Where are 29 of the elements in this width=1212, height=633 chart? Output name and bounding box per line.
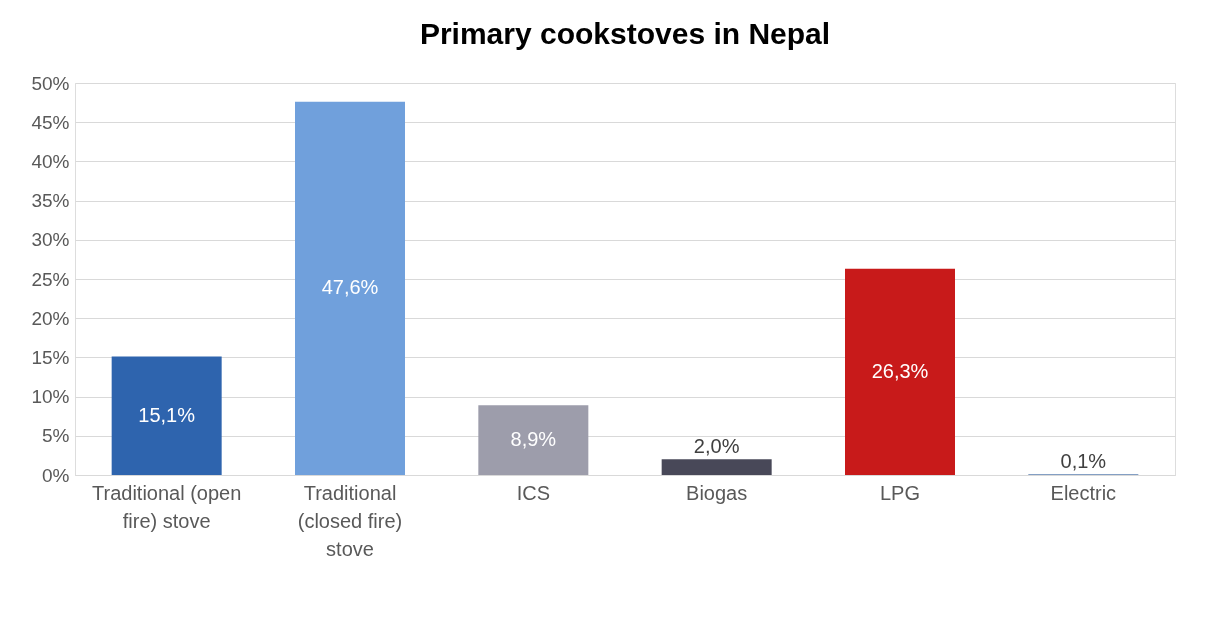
data-label: 26,3% — [871, 359, 929, 382]
y-tick-label: 0% — [42, 464, 70, 486]
data-label: 47,6% — [321, 276, 379, 299]
y-tick-label: 20% — [31, 307, 70, 329]
data-label: 2,0% — [693, 435, 740, 458]
bar — [478, 405, 589, 475]
data-label: 15,1% — [138, 403, 196, 426]
y-tick-label: 50% — [31, 72, 70, 94]
bar — [661, 459, 772, 475]
x-tick-label: Traditional (closed fire) stove — [297, 481, 403, 560]
y-tick-label: 5% — [42, 425, 70, 447]
y-tick-label: 35% — [31, 190, 70, 212]
bar — [295, 101, 405, 475]
chart-title: Primary cookstoves in Nepal — [419, 17, 831, 50]
x-tick-label: Traditional (open fire) stove — [91, 481, 242, 532]
x-tick-label: LPG — [879, 481, 921, 504]
y-tick-label: 40% — [31, 150, 70, 172]
bar — [845, 268, 955, 475]
data-label: 0,1% — [1060, 450, 1107, 473]
data-label: 8,9% — [510, 428, 557, 451]
y-tick-label: 15% — [31, 346, 70, 368]
x-tick-label: Biogas — [686, 481, 748, 504]
x-tick-label: ICS — [516, 481, 551, 504]
y-tick-label: 25% — [31, 268, 70, 290]
x-tick-label: Electric — [1050, 481, 1117, 504]
bar — [111, 356, 222, 475]
y-tick-label: 45% — [31, 111, 70, 133]
y-tick-label: 30% — [31, 229, 70, 251]
y-tick-label: 10% — [31, 386, 70, 408]
